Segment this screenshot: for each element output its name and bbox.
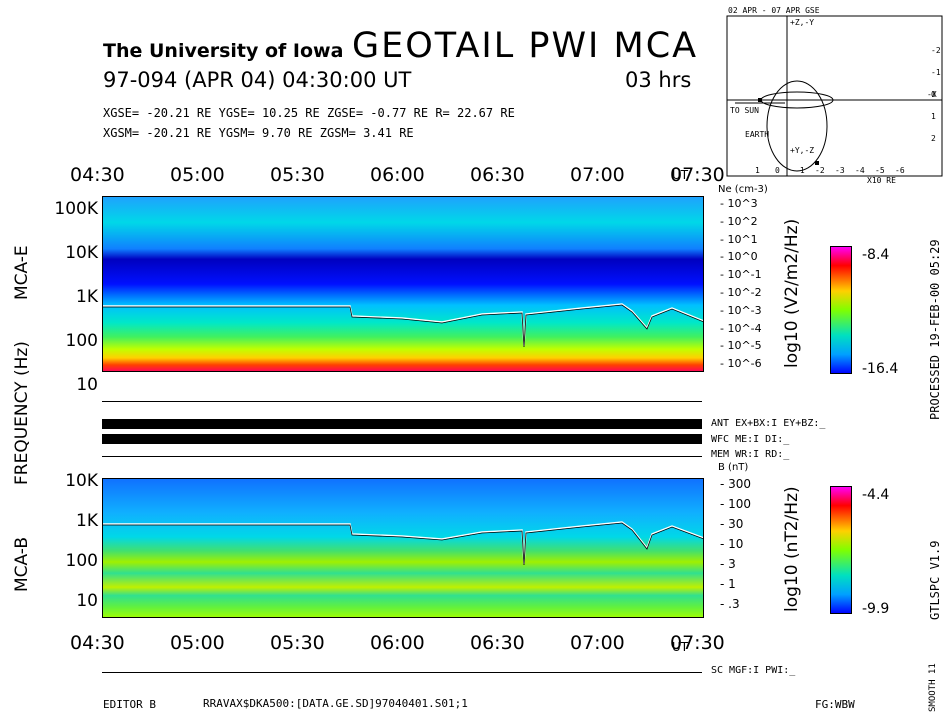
b-tick-label: - 100: [720, 497, 752, 511]
ne-tick-label: - 10^2: [720, 214, 758, 228]
fg-label: FG:WBW: [815, 698, 855, 711]
time-tick-label: 06:00: [370, 632, 425, 654]
freq-tick-label: 100K: [54, 199, 98, 219]
b-axis-label: B (nT): [718, 462, 749, 473]
mem-status-line: [102, 456, 702, 457]
time-tick-label: 07:00: [570, 632, 625, 654]
ant-status-bar: [102, 419, 702, 429]
freq-tick-label: 10K: [65, 471, 98, 491]
duration: 03 hrs: [625, 68, 692, 92]
orbit-y-tick: 2: [931, 134, 936, 143]
mca-b-spectrogram: [102, 478, 704, 618]
b-tick-label: - 300: [720, 477, 752, 491]
ut-label-bottom: UT: [672, 640, 689, 654]
time-tick-label: 05:30: [270, 632, 325, 654]
orbit-x-tick: -3: [835, 166, 845, 175]
orbit-x-tick: -6: [895, 166, 905, 175]
orbit-axis-z-top: +Z,-Y: [790, 18, 815, 27]
smooth-label: SMOOTH 11: [928, 663, 938, 712]
freq-tick-label: 1K: [76, 511, 98, 531]
time-tick-label: 05:00: [170, 164, 225, 186]
sc-status-line: [102, 672, 702, 673]
orbit-axis-x: -X: [927, 90, 937, 99]
ne-tick-label: - 10^3: [720, 197, 758, 210]
orbit-y-tick: -1: [931, 68, 941, 77]
b-tick-label: - 3: [720, 557, 736, 571]
wfc-status: WFC ME:I DI:_: [711, 434, 790, 445]
time-tick-label: 06:00: [370, 164, 425, 186]
ne-tick-label: - 10^-4: [720, 321, 762, 335]
b-tick-label: - 30: [720, 517, 744, 531]
time-tick-label: 04:30: [70, 632, 125, 654]
orbit-plot: 02 APR - 07 APR GSE TO SUN EARTH X10 RE …: [715, 6, 945, 186]
b-tick-label: - 10: [720, 537, 744, 551]
editor-label: EDITOR B: [103, 698, 156, 711]
orbit-x-tick: -4: [855, 166, 865, 175]
status-top-line: [102, 401, 702, 402]
mca-b-cbar-unit: log10 (nT2/Hz): [782, 486, 802, 612]
time-tick-label: 07:30: [670, 632, 725, 654]
to-sun-label: TO SUN: [730, 106, 759, 115]
freq-tick-label: 1K: [76, 287, 98, 307]
mem-status: MEM WR:I RD:_: [711, 449, 790, 460]
time-tick-label: 06:30: [470, 632, 525, 654]
time-tick-label: 05:00: [170, 632, 225, 654]
processed-date: PROCESSED 19-FEB-00 05:29: [928, 239, 942, 420]
mca-e-cbar-max: -8.4: [862, 247, 890, 263]
ut-label-top: UT: [672, 168, 689, 182]
freq-tick-label: 10: [76, 375, 98, 395]
sc-status: SC MGF:I PWI:_: [711, 665, 796, 676]
mca-e-colorbar: [830, 246, 852, 374]
freq-tick-label: 100: [65, 551, 98, 571]
orbit-title: 02 APR - 07 APR GSE: [728, 6, 820, 15]
orbit-x-tick: -1: [795, 166, 805, 175]
mca-b-label: MCA-B: [12, 537, 32, 592]
time-tick-label: 07:00: [570, 164, 625, 186]
freq-tick-label: 100: [65, 331, 98, 351]
ne-tick-label: - 10^-2: [720, 286, 762, 299]
orbit-y-tick: 0: [931, 90, 936, 99]
mca-e-cbar-unit: log10 (V2/m2/Hz): [782, 218, 802, 368]
ne-tick-label: - 10^-3: [720, 303, 762, 317]
ne-tick-label: - 10^-1: [720, 268, 762, 282]
time-tick-label: 05:30: [270, 164, 325, 186]
gse-coordinates: XGSE= -20.21 RE YGSE= 10.25 RE ZGSE= -0.…: [103, 106, 515, 120]
ne-tick-label: - 10^-5: [720, 339, 762, 353]
plot-title: GEOTAIL PWI MCA: [352, 26, 699, 66]
orbit-y-tick: 1: [931, 112, 936, 121]
earth-label: EARTH: [745, 130, 770, 139]
gsm-coordinates: XGSM= -20.21 RE YGSM= 9.70 RE ZGSM= 3.41…: [103, 126, 414, 140]
version-label: GTLSPC V1.9: [928, 540, 942, 620]
b-tick-label: - .3: [720, 597, 740, 611]
freq-tick-label: 10: [76, 591, 98, 611]
wfc-status-bar: [102, 434, 702, 444]
orbit-x-unit: X10 RE: [867, 176, 896, 185]
freq-tick-label: 10K: [65, 243, 98, 263]
orbit-x-tick: -5: [875, 166, 885, 175]
ne-tick-label: - 10^-6: [720, 357, 762, 371]
orbit-x-tick: 1: [755, 166, 760, 175]
orbit-y-tick: -2: [931, 46, 941, 55]
ne-tick-label: - 10^0: [720, 250, 758, 264]
mca-b-colorbar: [830, 486, 852, 614]
ne-axis-label: Ne (cm-3): [718, 184, 768, 195]
mca-b-cbar-min: -9.9: [862, 601, 890, 617]
mca-e-label: MCA-E: [12, 245, 32, 300]
orbit-x-tick: 0: [775, 166, 780, 175]
frequency-axis-label: FREQUENCY (Hz): [12, 341, 32, 485]
orbit-x-tick: -2: [815, 166, 825, 175]
mca-b-cbar-max: -4.4: [862, 487, 890, 503]
ant-status: ANT EX+BX:I EY+BZ:_: [711, 418, 826, 429]
b-tick-label: - 1: [720, 577, 736, 591]
data-file: RRAVAX$DKA500:[DATA.GE.SD]97040401.S01;1: [203, 697, 468, 710]
time-tick-label: 06:30: [470, 164, 525, 186]
time-tick-label: 07:30: [670, 164, 725, 186]
university-name: The University of Iowa: [103, 40, 344, 62]
mca-e-cbar-min: -16.4: [862, 361, 899, 377]
ne-tick-label: - 10^1: [720, 232, 758, 246]
time-tick-label: 04:30: [70, 164, 125, 186]
mca-e-spectrogram: [102, 196, 704, 372]
orbit-axis-z-bottom: +Y,-Z: [790, 146, 815, 155]
date-line: 97-094 (APR 04) 04:30:00 UT: [103, 68, 412, 92]
